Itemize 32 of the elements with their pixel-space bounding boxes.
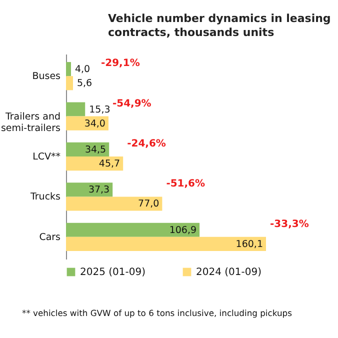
annotation: -54,9% — [112, 98, 152, 110]
annotation: -51,6% — [166, 178, 206, 190]
bar — [66, 182, 113, 197]
y-tick-label: Buses — [32, 71, 61, 82]
annotation: -24,6% — [127, 138, 166, 150]
chart-title: Vehicle number dynamics in leasing contracts, thousands units — [108, 12, 332, 40]
data-label: 77,0 — [138, 198, 160, 210]
legend-label: 2024 (01-09) — [196, 267, 262, 278]
y-tick-label: Trucks — [29, 192, 61, 203]
data-label: 160,1 — [236, 238, 263, 250]
y-tick-label: Cars — [39, 232, 61, 243]
bar — [66, 196, 162, 211]
legend-label: 2025 (01-09) — [80, 267, 146, 278]
data-label: 106,9 — [169, 224, 197, 236]
y-tick-label: LCV** — [32, 152, 61, 162]
data-label: 34,0 — [84, 118, 106, 130]
y-tick-label: Trailers and semi-trailers — [0, 111, 61, 134]
bar — [66, 62, 71, 76]
data-label: 5,6 — [76, 78, 92, 90]
bar — [66, 76, 73, 90]
annotation: -29,1% — [100, 58, 140, 70]
annotation: -33,3% — [270, 218, 309, 230]
bar — [66, 102, 86, 116]
data-label: 4,0 — [74, 64, 90, 76]
bar — [66, 222, 200, 237]
data-label: 37,3 — [88, 184, 110, 196]
text: ** vehicles with GVW of up to 6 tons inclusive, including pickups — [22, 308, 292, 318]
data-label: 34,5 — [84, 144, 106, 156]
data-label: 45,7 — [98, 158, 120, 170]
data-label: 15,3 — [89, 104, 110, 116]
bar — [66, 156, 124, 171]
bar — [66, 236, 266, 251]
